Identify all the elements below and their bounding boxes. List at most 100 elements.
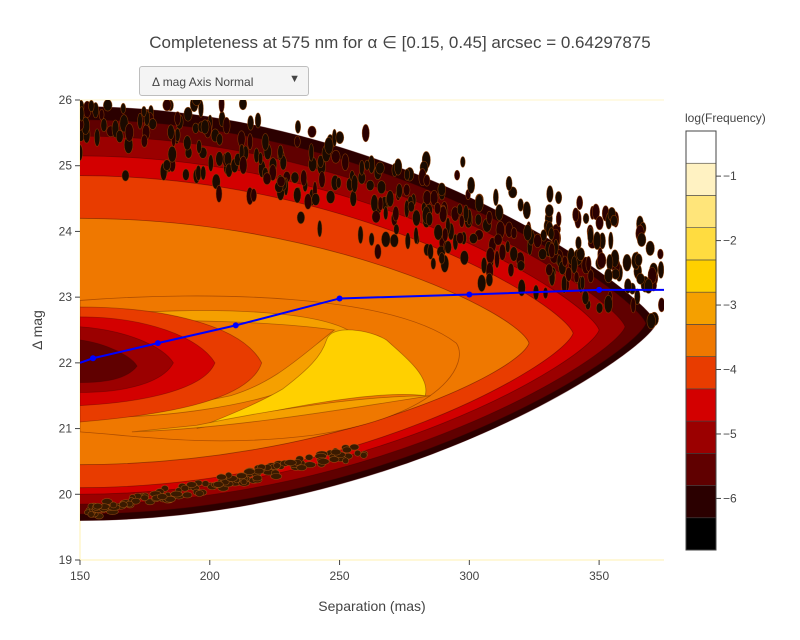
speckle-blob xyxy=(383,206,389,221)
speckle-blob xyxy=(200,165,207,181)
speckle-blob xyxy=(98,109,105,121)
speckle-blob xyxy=(505,175,513,191)
colorbar-band xyxy=(685,259,717,293)
speckle-blob xyxy=(395,183,403,199)
speckle-blob xyxy=(467,176,476,194)
speckle-blob xyxy=(572,207,580,222)
speckle-blob xyxy=(555,191,563,205)
speckle-blob xyxy=(485,247,495,264)
speckle-blob xyxy=(545,263,553,277)
speckle-blob xyxy=(304,454,314,461)
colorbar-band xyxy=(685,324,717,357)
speckle-blob xyxy=(565,266,573,282)
speckle-blob xyxy=(250,188,257,203)
speckle-blob xyxy=(100,118,108,133)
speckle-blob xyxy=(371,210,381,224)
y-tick-label: 19 xyxy=(59,553,73,567)
x-tick-label: 350 xyxy=(589,569,609,583)
speckle-blob xyxy=(364,159,370,171)
speckle-blob xyxy=(170,490,183,498)
speckle-blob xyxy=(456,232,465,245)
speckle-blob xyxy=(87,511,95,518)
speckle-blob xyxy=(604,268,613,284)
speckle-blob xyxy=(460,156,466,168)
speckle-blob xyxy=(510,227,518,240)
speckle-blob xyxy=(474,194,484,213)
speckle-blob xyxy=(156,493,168,500)
speckle-blob xyxy=(294,120,301,134)
speckle-blob xyxy=(634,253,643,267)
speckle-blob xyxy=(308,143,314,162)
completeness-point xyxy=(154,340,161,347)
speckle-blob xyxy=(456,203,463,216)
colorbar-band xyxy=(685,485,717,519)
speckle-blob xyxy=(485,272,494,287)
speckle-blob xyxy=(213,481,224,488)
speckle-blob xyxy=(300,169,308,187)
speckle-blob xyxy=(216,473,227,481)
speckle-blob xyxy=(381,231,391,248)
speckle-blob xyxy=(273,462,281,469)
speckle-blob xyxy=(636,232,647,247)
speckle-blob xyxy=(573,271,580,284)
speckle-blob xyxy=(335,176,342,189)
speckle-blob xyxy=(137,112,143,130)
speckle-blob xyxy=(516,260,526,272)
colorbar-band xyxy=(685,356,717,390)
colorbar-band xyxy=(685,453,717,486)
speckle-blob xyxy=(538,248,548,260)
speckle-blob xyxy=(494,250,500,269)
x-tick-label: 300 xyxy=(459,569,479,583)
speckle-blob xyxy=(493,188,499,206)
speckle-blob xyxy=(522,201,531,220)
dropdown-selected-label: Δ mag Axis Normal xyxy=(152,75,254,89)
contour-level xyxy=(196,329,427,429)
speckle-blob xyxy=(596,252,607,269)
speckle-blob xyxy=(349,190,357,207)
speckle-blob xyxy=(290,171,300,184)
delta-mag-axis-dropdown[interactable]: Δ mag Axis Normal ▼ xyxy=(139,66,309,96)
speckle-blob xyxy=(109,501,118,509)
speckle-blob xyxy=(200,119,210,135)
speckle-blob xyxy=(374,243,382,260)
speckle-blob xyxy=(645,240,655,256)
x-axis-label: Separation (mas) xyxy=(318,598,425,614)
speckle-blob xyxy=(544,204,554,218)
completeness-point xyxy=(596,286,603,293)
speckle-blob xyxy=(115,129,124,144)
speckle-blob xyxy=(94,128,101,147)
speckle-blob xyxy=(240,478,248,486)
speckle-blob xyxy=(328,456,340,463)
speckle-blob xyxy=(88,100,95,113)
speckle-blob xyxy=(218,100,225,113)
x-tick-label: 200 xyxy=(200,569,220,583)
speckle-blob xyxy=(192,100,202,106)
speckle-blob xyxy=(162,100,172,112)
speckle-blob xyxy=(542,287,549,300)
speckle-blob xyxy=(444,240,452,254)
speckle-blob xyxy=(433,224,443,241)
colorbar-frame xyxy=(685,130,717,551)
y-tick-label: 23 xyxy=(59,290,73,304)
speckle-blob xyxy=(351,174,359,193)
speckle-blob xyxy=(167,124,175,140)
colorbar-band xyxy=(685,227,717,261)
speckle-blob xyxy=(140,134,148,148)
speckle-blob xyxy=(587,269,595,284)
speckle-blob xyxy=(215,184,223,203)
speckle-blob xyxy=(341,153,350,171)
speckle-blob xyxy=(393,223,400,235)
speckle-blob xyxy=(103,100,113,112)
y-tick-label: 20 xyxy=(59,487,73,501)
speckle-blob xyxy=(180,484,190,492)
speckle-blob xyxy=(636,273,645,285)
speckle-blob xyxy=(121,169,130,182)
speckle-blob xyxy=(575,236,582,250)
y-tick-label: 26 xyxy=(59,93,73,107)
speckle-blob xyxy=(80,144,83,161)
colorbar-tick-label: −2 xyxy=(723,234,737,248)
speckle-blob xyxy=(469,233,478,245)
speckle-blob xyxy=(252,474,263,482)
speckle-blob xyxy=(517,198,524,212)
speckle-blob xyxy=(576,247,585,262)
